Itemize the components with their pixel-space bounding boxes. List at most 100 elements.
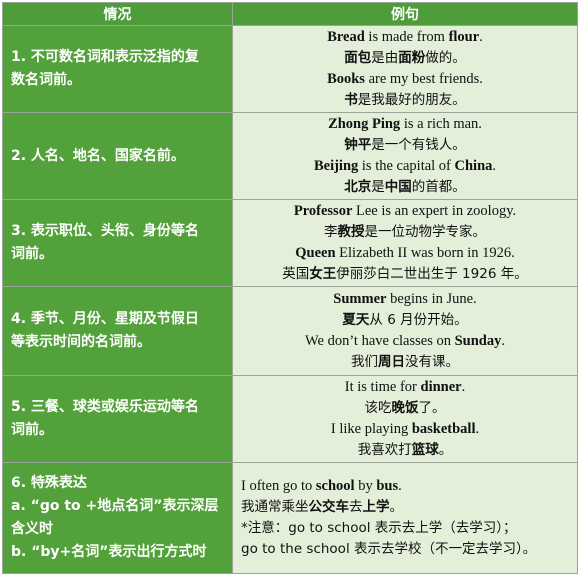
highlighted-term: 篮球	[411, 442, 439, 458]
example-line: 我通常乘坐公交车去上学。	[241, 497, 573, 518]
example-text: .	[461, 379, 466, 395]
highlighted-term: Summer	[333, 291, 387, 307]
situation-line: 等表示时间的名词前。	[11, 334, 151, 350]
situation-cell: 5. 三餐、球类或娱乐运动等名 词前。	[2, 375, 233, 463]
example-line: Bread is made from flour.	[237, 27, 573, 48]
highlighted-term: Books	[327, 71, 365, 87]
example-line: 李教授是一位动物学专家。	[237, 222, 573, 243]
situation-cell: 3. 表示职位、头衔、身份等名 词前。	[2, 199, 233, 287]
highlighted-term: Sunday	[454, 333, 502, 349]
highlighted-term: 夏天	[342, 312, 370, 328]
situation-line: b. “by+名词”表示出行方式时	[11, 544, 207, 560]
example-cell: It is time for dinner. 该吃晚饭了。 I like playi…	[232, 375, 578, 463]
example-text: 。	[438, 442, 453, 458]
situation-line: a. “go to +地点名词”表示深层	[11, 498, 219, 514]
example-text: .	[475, 421, 480, 437]
highlighted-term: 中国	[384, 179, 412, 195]
example-line: Queen Elizabeth II was born in 1926.	[237, 243, 573, 264]
situation-line: 2. 人名、地名、国家名前。	[11, 147, 185, 164]
table-row: 3. 表示职位、头衔、身份等名 词前。 Professor Lee is an …	[2, 199, 578, 287]
example-line: Beijing is the capital of China.	[237, 156, 573, 177]
example-text: by	[354, 478, 377, 494]
highlighted-term: 面粉	[398, 50, 426, 66]
example-line: Books are my best friends.	[237, 69, 573, 90]
highlighted-term: China	[454, 158, 493, 174]
example-cell: I often go to school by bus. 我通常乘坐公交车去上学。…	[232, 462, 578, 574]
example-line: 面包是由面粉做的。	[237, 48, 573, 69]
example-text: 是	[371, 179, 385, 195]
example-text: 伊丽莎白二世出生于 1926 年。	[336, 266, 528, 282]
highlighted-term: basketball	[411, 421, 476, 437]
highlighted-term: 北京	[344, 179, 372, 195]
highlighted-term: 上学	[362, 499, 390, 515]
highlighted-term: Bread	[327, 29, 365, 45]
example-text: .	[492, 158, 497, 174]
example-line: go to the school 表示去学校（不一定去学习）。	[241, 539, 573, 560]
highlighted-term: flour	[448, 29, 480, 45]
example-text: 。	[389, 499, 404, 515]
example-line: 北京是中国的首都。	[237, 177, 573, 198]
situation-line: 3. 表示职位、头衔、身份等名	[11, 223, 199, 239]
example-text: I often go to	[241, 478, 316, 494]
example-text: 是一位动物学专家。	[364, 224, 487, 240]
example-text: 去	[349, 499, 363, 515]
example-text: is a rich man.	[400, 116, 482, 132]
highlighted-term: Professor	[293, 203, 353, 219]
example-line: 钟平是一个有钱人。	[237, 135, 573, 156]
example-line: Professor Lee is an expert in zoology.	[237, 201, 573, 222]
situation-line: 含义时	[11, 521, 53, 537]
highlighted-term: 女王	[309, 266, 337, 282]
example-text: 是由	[371, 50, 399, 66]
situation-line: 1. 不可数名词和表示泛指的复	[11, 49, 199, 65]
highlighted-term: 晚饭	[391, 400, 419, 416]
example-line: It is time for dinner.	[237, 377, 573, 398]
table-row: 5. 三餐、球类或娱乐运动等名 词前。 It is time for dinne…	[2, 375, 578, 463]
table-row: 1. 不可数名词和表示泛指的复 数名词前。 Bread is made from…	[2, 25, 578, 113]
example-text: 是一个有钱人。	[371, 137, 466, 153]
highlighted-term: 书	[344, 92, 358, 108]
table-row: 6. 特殊表达 a. “go to +地点名词”表示深层 含义时 b. “by+…	[2, 462, 578, 574]
table-row: 2. 人名、地名、国家名前。 Zhong Ping is a rich man.…	[2, 112, 578, 200]
example-text: .	[501, 333, 505, 349]
example-text: begins in June.	[386, 291, 477, 307]
situation-line: 5. 三餐、球类或娱乐运动等名	[11, 399, 199, 415]
situation-line: 词前。	[11, 246, 53, 262]
situation-line: 4. 季节、月份、星期及节假日	[11, 311, 199, 327]
example-text: 李	[324, 224, 338, 240]
example-text: Lee is an expert in zoology.	[352, 203, 517, 219]
highlighted-term: bus	[376, 478, 399, 494]
table-row: 4. 季节、月份、星期及节假日 等表示时间的名词前。 Summer begins…	[2, 286, 578, 376]
highlighted-term: Beijing	[313, 158, 359, 174]
example-line: 我喜欢打篮球。	[237, 440, 573, 461]
example-text: 是我最好的朋友。	[357, 92, 466, 108]
example-text: 英国	[282, 266, 310, 282]
situation-cell: 6. 特殊表达 a. “go to +地点名词”表示深层 含义时 b. “by+…	[2, 462, 233, 574]
example-line: We don’t have classes on Sunday.	[237, 331, 573, 352]
example-text: 做的。	[425, 50, 466, 66]
example-line: 该吃晚饭了。	[237, 398, 573, 419]
highlighted-term: 面包	[344, 50, 372, 66]
example-text: 我通常乘坐	[241, 499, 309, 515]
example-line: *注意：go to school 表示去上学（去学习）；	[241, 518, 573, 539]
example-line: 书是我最好的朋友。	[237, 90, 573, 111]
example-text: 我喜欢打	[357, 442, 412, 458]
highlighted-term: Queen	[295, 245, 336, 261]
example-text: We don’t have classes on	[305, 333, 455, 349]
example-cell: Summer begins in June. 夏天从 6 月份开始。 We don’…	[232, 286, 578, 376]
header-row: 情况 例句	[2, 2, 578, 26]
example-text: *注意：go to school 表示去上学（去学习）；	[241, 520, 517, 536]
example-text: 从 6 月份开始。	[369, 312, 468, 328]
header-examples: 例句	[232, 2, 578, 26]
highlighted-term: dinner	[420, 379, 462, 395]
example-text: go to the school 表示去学校（不一定去学习）。	[241, 541, 537, 557]
example-text: 该吃	[364, 400, 392, 416]
example-text: are my best friends.	[364, 71, 483, 87]
highlighted-term: 周日	[378, 354, 405, 370]
example-cell: Zhong Ping is a rich man. 钟平是一个有钱人。 Beijin…	[232, 112, 578, 200]
example-line: 夏天从 6 月份开始。	[237, 310, 573, 331]
example-line: I like playing basketball.	[237, 419, 573, 440]
example-text: 没有课。	[405, 354, 459, 370]
example-line: Summer begins in June.	[237, 289, 573, 310]
